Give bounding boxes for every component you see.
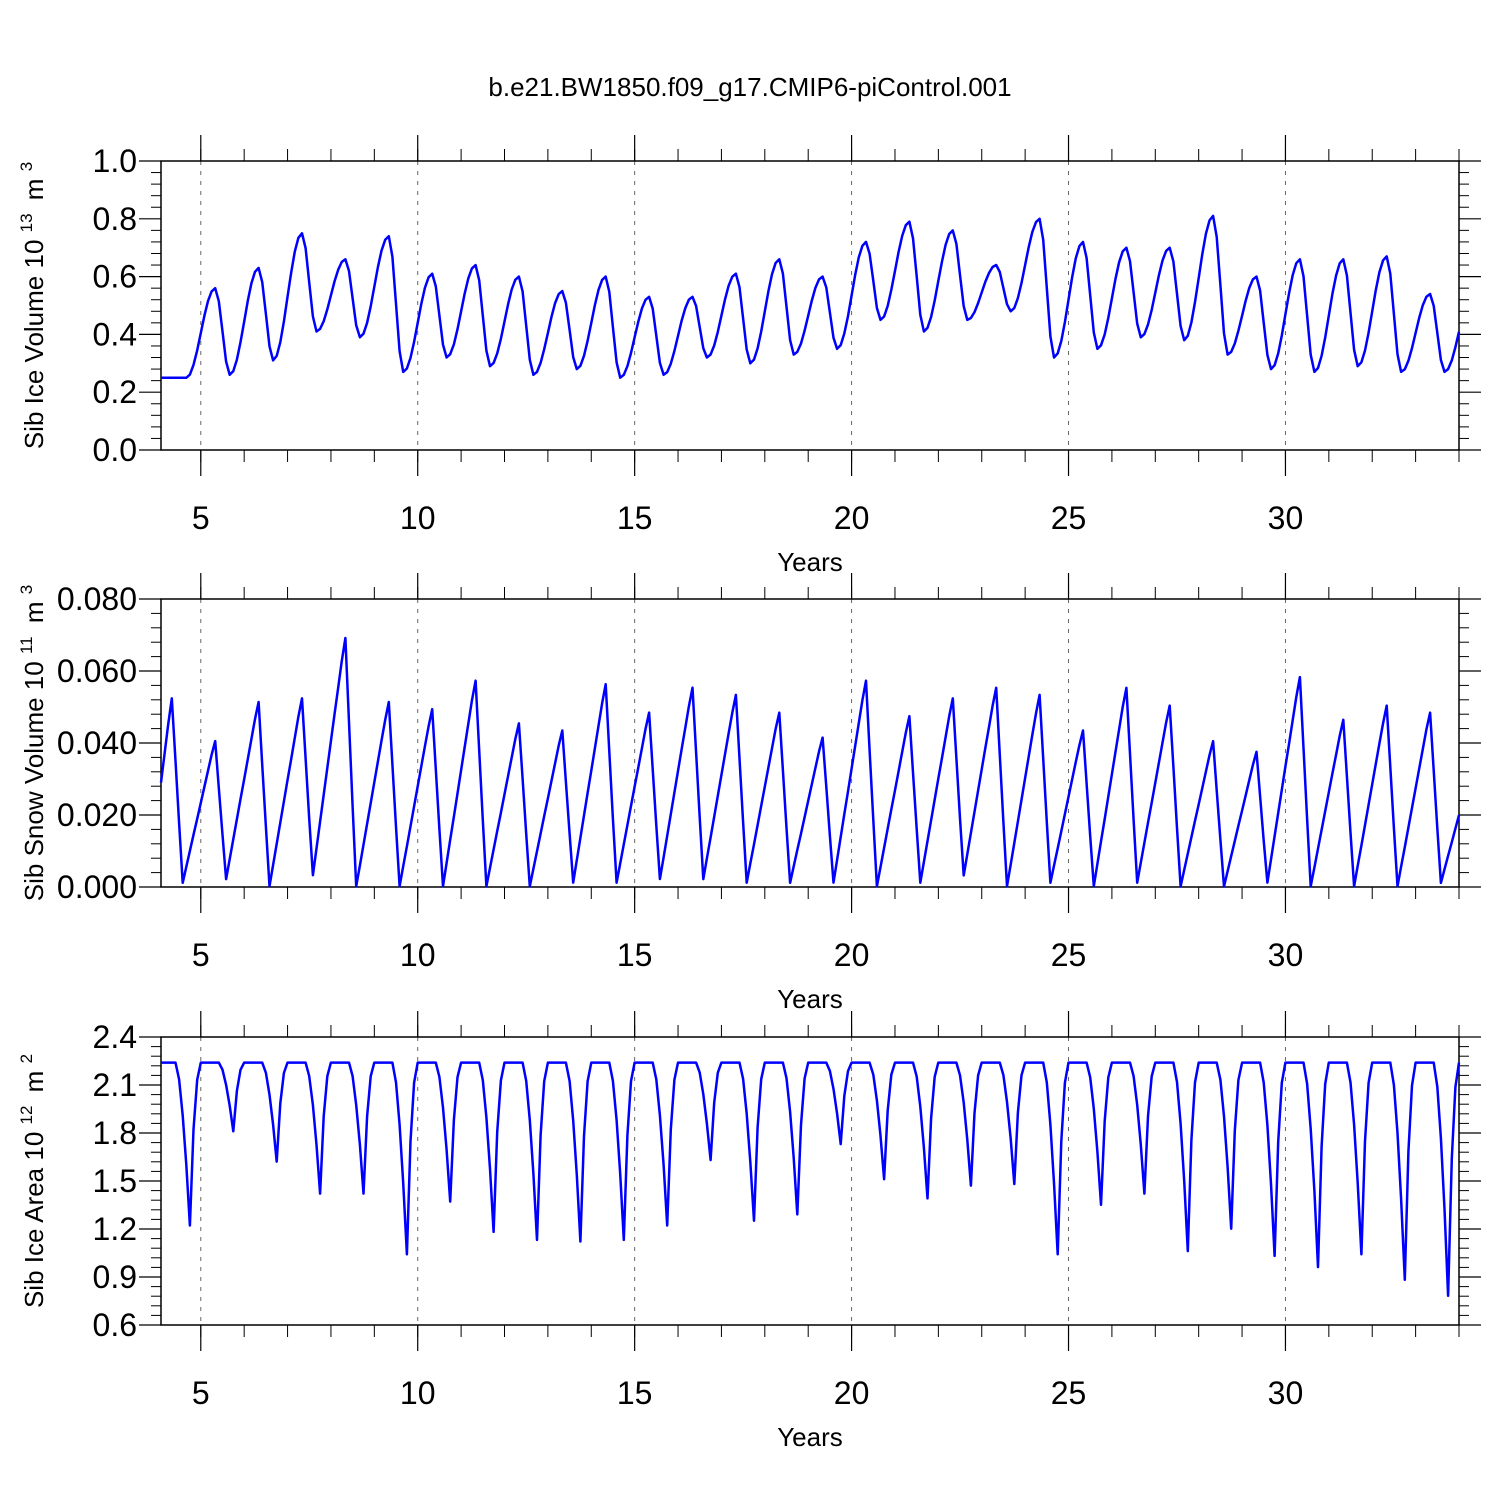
y-tick-label: 0.060 <box>57 653 137 689</box>
x-tick-label: 25 <box>1051 937 1087 973</box>
y-tick-label: 0.020 <box>57 797 137 833</box>
y-tick-label: 1.0 <box>93 143 137 179</box>
y-tick-labels: 0.0 0.2 0.4 0.6 0.8 1.0 <box>93 143 137 468</box>
x-axis-label: Years <box>777 984 843 1014</box>
x-tick-label: 5 <box>192 937 210 973</box>
panel-ice-area: 0.60.91.21.51.82.12.4 5 10 15 20 25 30 Years … <box>8 1011 1481 1452</box>
y-tick-label: 1.2 <box>93 1211 137 1247</box>
y-axis-label-main: Sib Ice Area 10 <box>19 1132 49 1308</box>
x-tick-label: 10 <box>400 1375 436 1411</box>
x-tick-label: 15 <box>617 1375 653 1411</box>
vertical-gridlines <box>200 1037 1286 1325</box>
y-tick-label: 2.4 <box>93 1019 137 1055</box>
x-tick-labels: 5 10 15 20 25 30 <box>192 500 1303 536</box>
major-ticks <box>139 135 1481 476</box>
x-tick-label: 25 <box>1051 1375 1087 1411</box>
x-tick-label: 5 <box>192 1375 210 1411</box>
y-axis-label: Sib Snow Volume 10 11 m 3 <box>8 585 49 901</box>
y-tick-label: 0.6 <box>93 259 137 295</box>
y-tick-label: 2.1 <box>93 1067 137 1103</box>
x-tick-label: 20 <box>834 1375 870 1411</box>
y-axis-label-exponent: 13 <box>17 213 36 232</box>
y-axis-label-unit-exponent: 3 <box>17 162 36 171</box>
x-tick-label: 25 <box>1051 500 1087 536</box>
y-tick-label: 0.080 <box>57 581 137 617</box>
major-ticks <box>139 1011 1481 1351</box>
series-line-snow-volume <box>159 636 1461 888</box>
y-tick-label: 1.5 <box>93 1163 137 1199</box>
y-tick-labels: 0.6 0.9 1.2 1.5 1.8 2.1 2.4 <box>93 1019 137 1343</box>
y-tick-labels: 0.000 0.020 0.040 0.060 0.080 <box>57 581 137 905</box>
y-axis-label-exponent: 12 <box>17 1106 36 1125</box>
x-tick-label: 10 <box>400 937 436 973</box>
x-tick-label: 20 <box>834 937 870 973</box>
y-tick-label: 0.9 <box>93 1259 137 1295</box>
y-tick-label: 0.040 <box>57 725 137 761</box>
y-axis-label-unit-exponent: 3 <box>17 585 36 594</box>
x-tick-label: 20 <box>834 500 870 536</box>
x-tick-label: 5 <box>192 500 210 536</box>
x-tick-label: 10 <box>400 500 436 536</box>
y-tick-label: 1.8 <box>93 1115 137 1151</box>
y-tick-label: 0.8 <box>93 201 137 237</box>
x-tick-label: 15 <box>617 500 653 536</box>
x-axis-label: Years <box>777 547 843 577</box>
y-tick-label: 0.2 <box>93 374 137 410</box>
x-tick-label: 15 <box>617 937 653 973</box>
y-axis-label-exponent: 11 <box>17 636 36 654</box>
x-axis-label: Years <box>777 1422 843 1452</box>
x-tick-label: 30 <box>1268 1375 1304 1411</box>
y-tick-label: 0.0 <box>93 432 137 468</box>
x-tick-label: 30 <box>1268 500 1304 536</box>
vertical-gridlines <box>200 161 1286 450</box>
plot-frame <box>160 160 1460 451</box>
x-tick-labels: 5 10 15 20 25 30 <box>192 937 1303 973</box>
y-tick-label: 0.000 <box>57 869 137 905</box>
panel-snow-volume: 0.000 0.020 0.040 0.060 0.080 5 10 15 20 25 30 Ye… <box>8 573 1481 1014</box>
y-axis-label-unit: m <box>19 601 49 623</box>
y-axis-label-unit: m <box>19 179 49 201</box>
y-axis-label-unit: m <box>19 1071 49 1093</box>
y-tick-label: 0.6 <box>93 1307 137 1343</box>
series-line-ice-area <box>161 1061 1461 1298</box>
series-line-ice-volume <box>161 214 1461 380</box>
y-axis-label-unit-exponent: 2 <box>17 1054 36 1063</box>
plot-frame <box>160 598 1460 888</box>
figure-title: b.e21.BW1850.f09_g17.CMIP6-piControl.001 <box>488 72 1011 102</box>
plot-frame <box>160 1036 1460 1326</box>
y-axis-label-main: Sib Snow Volume 10 <box>19 661 49 901</box>
y-axis-label: Sib Ice Volume 10 13 m 3 <box>8 162 49 449</box>
y-tick-label: 0.4 <box>93 316 137 352</box>
major-ticks <box>139 573 1481 913</box>
x-tick-labels: 5 10 15 20 25 30 <box>192 1375 1303 1411</box>
panel-ice-volume: 0.0 0.2 0.4 0.6 0.8 1.0 5 10 15 20 25 30 Years Sib… <box>8 135 1481 577</box>
y-axis-label-main: Sib Ice Volume 10 <box>19 240 49 450</box>
vertical-gridlines <box>200 599 1286 887</box>
y-axis-label: Sib Ice Area 10 12 m 2 <box>8 1054 49 1308</box>
x-tick-label: 30 <box>1268 937 1304 973</box>
